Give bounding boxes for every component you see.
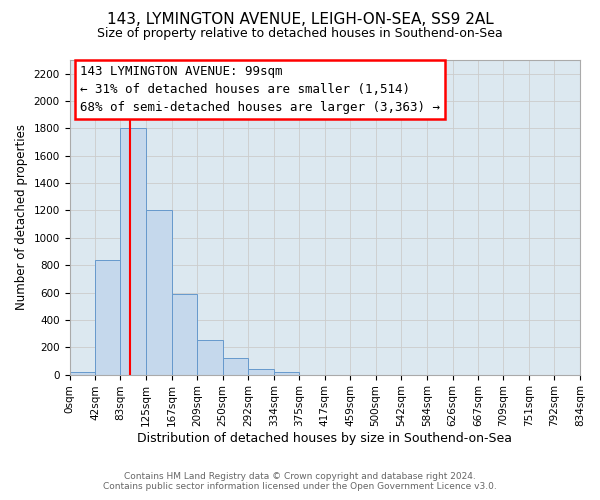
Text: 143, LYMINGTON AVENUE, LEIGH-ON-SEA, SS9 2AL: 143, LYMINGTON AVENUE, LEIGH-ON-SEA, SS9… (107, 12, 493, 28)
Text: Size of property relative to detached houses in Southend-on-Sea: Size of property relative to detached ho… (97, 28, 503, 40)
Y-axis label: Number of detached properties: Number of detached properties (15, 124, 28, 310)
Bar (197, 340, 223, 374)
Text: 143 LYMINGTON AVENUE: 99sqm
← 31% of detached houses are smaller (1,514)
68% of : 143 LYMINGTON AVENUE: 99sqm ← 31% of det… (80, 64, 440, 114)
Bar (248, 369, 274, 374)
Bar (146, 210, 172, 374)
Bar (70, 372, 95, 374)
Bar (172, 294, 197, 374)
Bar (223, 358, 248, 374)
Text: Contains public sector information licensed under the Open Government Licence v3: Contains public sector information licen… (103, 482, 497, 491)
Bar (95, 260, 121, 374)
X-axis label: Distribution of detached houses by size in Southend-on-Sea: Distribution of detached houses by size … (137, 432, 512, 445)
Bar (121, 128, 146, 374)
Text: Contains HM Land Registry data © Crown copyright and database right 2024.: Contains HM Land Registry data © Crown c… (124, 472, 476, 481)
Bar (274, 372, 299, 374)
